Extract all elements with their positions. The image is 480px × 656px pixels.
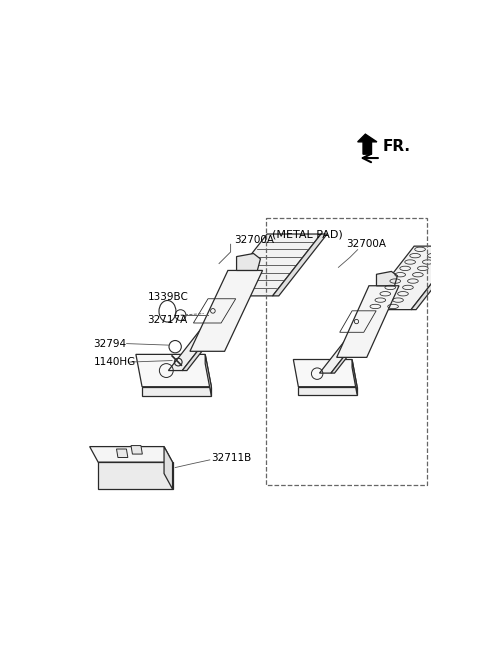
Text: 32700A: 32700A: [234, 236, 275, 245]
Polygon shape: [273, 234, 327, 296]
Polygon shape: [320, 310, 381, 373]
Polygon shape: [293, 359, 357, 387]
Polygon shape: [90, 447, 172, 462]
Bar: [266, 218, 427, 485]
Polygon shape: [190, 270, 263, 352]
Text: 32700A: 32700A: [346, 239, 386, 249]
Polygon shape: [142, 387, 211, 396]
Polygon shape: [205, 354, 211, 396]
Polygon shape: [131, 445, 143, 454]
Polygon shape: [136, 354, 211, 387]
Polygon shape: [364, 246, 461, 310]
Polygon shape: [331, 310, 384, 373]
Polygon shape: [411, 246, 466, 310]
Text: 32794: 32794: [94, 338, 127, 348]
Text: FR.: FR.: [383, 139, 411, 154]
Polygon shape: [376, 272, 397, 286]
Polygon shape: [117, 449, 128, 457]
Polygon shape: [98, 462, 172, 489]
Polygon shape: [168, 296, 240, 371]
Polygon shape: [219, 234, 321, 296]
Polygon shape: [299, 387, 357, 395]
Polygon shape: [358, 134, 377, 154]
Polygon shape: [182, 296, 245, 371]
Polygon shape: [352, 359, 357, 395]
Text: 32717A: 32717A: [147, 315, 188, 325]
Text: 1339BC: 1339BC: [147, 293, 188, 302]
Text: 32711B: 32711B: [211, 453, 252, 463]
Polygon shape: [336, 286, 399, 358]
Polygon shape: [237, 253, 261, 270]
Text: (METAL PAD): (METAL PAD): [273, 230, 343, 240]
Polygon shape: [164, 447, 172, 489]
Text: 1140HG: 1140HG: [94, 357, 136, 367]
